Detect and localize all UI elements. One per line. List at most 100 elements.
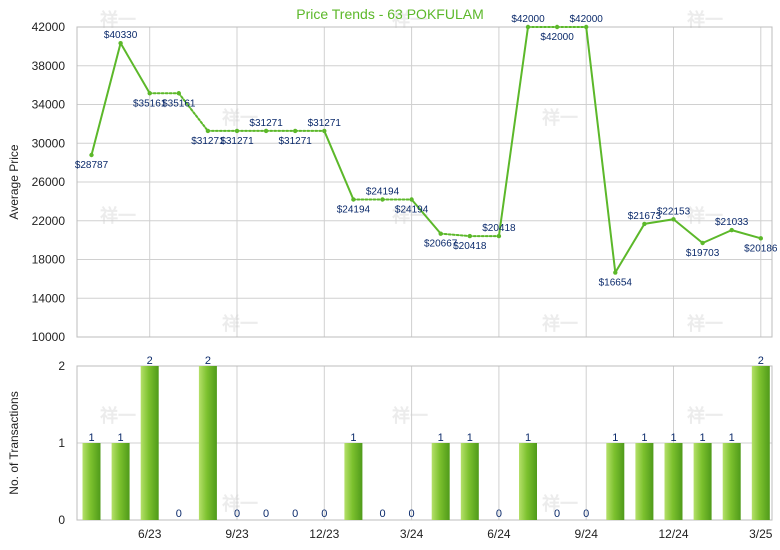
- transaction-data-label: 1: [729, 432, 735, 444]
- transaction-data-label: 0: [554, 508, 560, 520]
- price-data-label: $40330: [104, 30, 138, 41]
- x-tick-label: 3/25: [749, 527, 773, 541]
- transaction-data-label: 1: [670, 432, 676, 444]
- watermark-text: 祥一: [542, 313, 578, 334]
- price-point: [205, 128, 211, 134]
- price-point: [380, 197, 385, 202]
- x-axis-ticks: 6/23 9/23 12/23 3/24 6/24 9/24 12/24 3/25: [138, 527, 773, 541]
- price-point: [234, 128, 240, 134]
- price-data-labels: $28787$40330$35161$35161$31271$31271$312…: [75, 14, 778, 289]
- x-tick-label: 6/24: [487, 527, 511, 541]
- transaction-data-label: 0: [176, 508, 182, 520]
- price-points: [89, 24, 763, 275]
- price-point: [263, 128, 269, 134]
- watermark-text: 祥一: [392, 405, 428, 426]
- price-point: [293, 128, 298, 134]
- price-data-label: $42000: [570, 14, 604, 25]
- price-line-segment: [410, 198, 442, 235]
- price-data-label: $31271: [249, 118, 283, 129]
- price-data-label: $31271: [308, 118, 342, 129]
- transaction-data-labels: 1 1 2 0 2 0 0 0 0 1 0 0 1 1 0 1 0 0 1 1 1 1 1 2: [88, 355, 763, 520]
- price-line-segment: [323, 129, 355, 201]
- transaction-data-label: 0: [234, 508, 240, 520]
- transaction-data-label: 2: [147, 355, 153, 367]
- x-tick-label: 12/23: [309, 527, 339, 541]
- price-y-tick-label: 18000: [32, 253, 66, 267]
- watermark-text: 祥一: [100, 205, 136, 226]
- transaction-bar: [751, 366, 770, 520]
- transaction-data-label: 1: [700, 432, 706, 444]
- price-y-tick-label: 22000: [32, 214, 66, 228]
- transaction-data-label: 0: [409, 508, 415, 520]
- transaction-data-label: 1: [525, 432, 531, 444]
- price-point: [642, 221, 647, 227]
- transactions-y-tick-label: 2: [58, 359, 65, 373]
- watermark-text: 祥一: [222, 493, 258, 514]
- price-data-label: $42000: [511, 14, 545, 25]
- watermark-text: 祥一: [100, 9, 136, 30]
- price-data-label: $20418: [482, 223, 516, 234]
- transaction-bars: [82, 366, 770, 520]
- transactions-grid: [76, 365, 773, 521]
- transaction-bar: [635, 443, 654, 520]
- price-data-label: $19703: [686, 248, 720, 259]
- price-point: [554, 24, 560, 30]
- transaction-bar: [693, 443, 712, 520]
- price-line-segment: [585, 26, 617, 274]
- price-point: [322, 128, 327, 134]
- price-data-label: $24194: [395, 204, 429, 215]
- price-data-label: $20418: [453, 241, 487, 252]
- price-point: [438, 231, 443, 236]
- watermark-text: 祥一: [687, 313, 723, 334]
- price-line: [90, 26, 762, 274]
- price-data-label: $31271: [279, 136, 313, 147]
- price-data-label: $16654: [599, 278, 633, 289]
- price-point: [89, 152, 94, 158]
- price-y-tick-label: 14000: [32, 291, 66, 305]
- transaction-bar: [111, 443, 130, 520]
- transaction-data-label: 2: [205, 355, 211, 367]
- transaction-data-label: 0: [263, 508, 269, 520]
- transaction-bar: [140, 366, 159, 520]
- transaction-data-label: 0: [379, 508, 385, 520]
- transaction-bar: [664, 443, 683, 520]
- transaction-data-label: 0: [292, 508, 298, 520]
- price-y-tick-label: 30000: [32, 136, 66, 150]
- transaction-data-label: 1: [350, 432, 356, 444]
- transaction-bar: [606, 443, 625, 520]
- x-tick-label: 9/23: [225, 527, 249, 541]
- price-data-label: $20667: [424, 239, 458, 250]
- price-data-label: $20186: [744, 243, 778, 254]
- transaction-bar: [82, 443, 101, 520]
- price-data-label: $31271: [191, 136, 225, 147]
- price-data-label: $21033: [715, 217, 749, 228]
- transaction-data-label: 1: [118, 432, 124, 444]
- price-y-ticks: 10000 14000 18000 22000 26000 30000 34000 38000…: [32, 20, 66, 344]
- transactions-y-tick-label: 0: [58, 513, 65, 527]
- watermark-text: 祥一: [222, 313, 258, 334]
- price-y-axis-label: Average Price: [7, 144, 21, 219]
- price-plot-frame: [76, 26, 773, 338]
- x-tick-label: 9/24: [575, 527, 599, 541]
- price-line-segment-interpolated: [439, 232, 471, 238]
- price-y-tick-label: 42000: [32, 20, 66, 34]
- transaction-data-label: 0: [496, 508, 502, 520]
- price-point: [496, 233, 502, 239]
- x-tick-label: 3/24: [400, 527, 424, 541]
- price-point: [758, 236, 763, 241]
- transaction-bar: [344, 443, 363, 520]
- transaction-data-label: 0: [583, 508, 589, 520]
- price-line-segment: [119, 42, 151, 95]
- price-y-tick-label: 26000: [32, 175, 66, 189]
- price-data-label: $22153: [657, 206, 691, 217]
- transaction-bar: [198, 366, 217, 520]
- x-tick-label: 12/24: [658, 527, 688, 541]
- price-line-segment: [730, 229, 762, 240]
- price-data-label: $28787: [75, 160, 109, 171]
- transactions-y-tick-label: 1: [58, 436, 65, 450]
- price-line-segment: [672, 218, 704, 245]
- watermark-text: 祥一: [687, 9, 723, 30]
- watermark-text: 祥一: [392, 9, 428, 30]
